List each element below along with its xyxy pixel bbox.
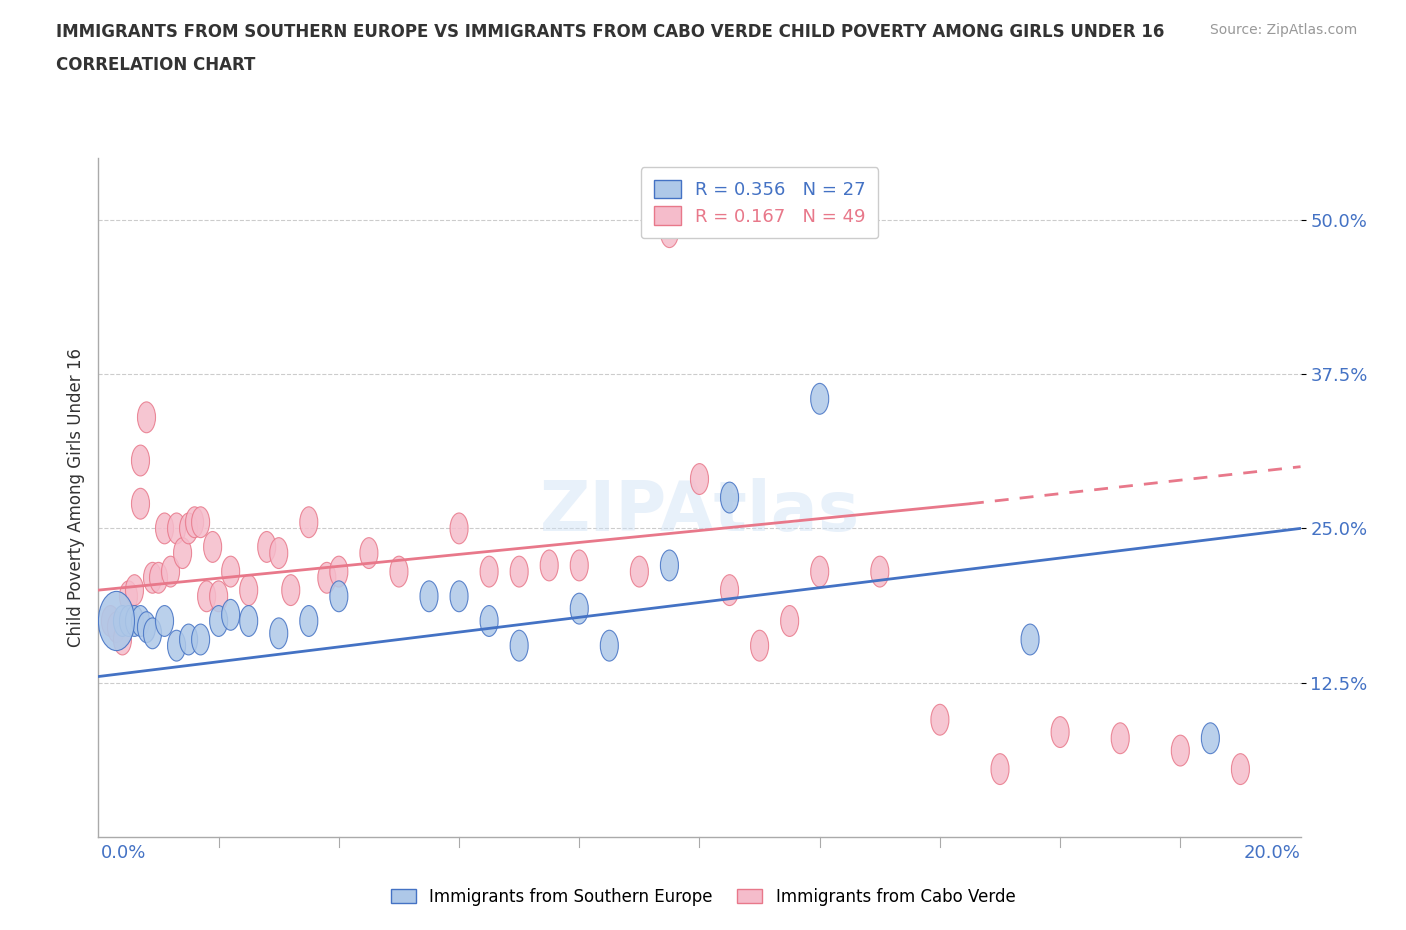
Ellipse shape [751,631,769,661]
Ellipse shape [156,605,173,636]
Ellipse shape [720,575,738,605]
Ellipse shape [222,600,239,631]
Ellipse shape [360,538,378,568]
Ellipse shape [450,513,468,544]
Ellipse shape [239,605,257,636]
Ellipse shape [1201,723,1219,753]
Ellipse shape [690,464,709,495]
Ellipse shape [107,612,125,643]
Ellipse shape [191,624,209,655]
Legend: Immigrants from Southern Europe, Immigrants from Cabo Verde: Immigrants from Southern Europe, Immigra… [384,881,1022,912]
Ellipse shape [720,482,738,513]
Ellipse shape [299,507,318,538]
Ellipse shape [239,575,257,605]
Ellipse shape [931,704,949,735]
Legend: R = 0.356   N = 27, R = 0.167   N = 49: R = 0.356 N = 27, R = 0.167 N = 49 [641,167,879,238]
Ellipse shape [1111,723,1129,753]
Ellipse shape [257,532,276,563]
Ellipse shape [270,618,288,649]
Ellipse shape [1232,753,1250,785]
Ellipse shape [132,488,149,519]
Ellipse shape [222,556,239,587]
Ellipse shape [132,445,149,476]
Ellipse shape [510,631,529,661]
Ellipse shape [630,556,648,587]
Ellipse shape [330,556,347,587]
Ellipse shape [120,581,138,612]
Ellipse shape [125,575,143,605]
Text: CORRELATION CHART: CORRELATION CHART [56,56,256,73]
Ellipse shape [991,753,1010,785]
Ellipse shape [661,217,679,247]
Ellipse shape [180,513,198,544]
Ellipse shape [479,556,498,587]
Ellipse shape [571,550,588,581]
Ellipse shape [479,605,498,636]
Ellipse shape [132,605,149,636]
Ellipse shape [270,538,288,568]
Ellipse shape [173,538,191,568]
Ellipse shape [143,563,162,593]
Text: ZIPAtlas: ZIPAtlas [540,478,859,545]
Ellipse shape [198,581,215,612]
Ellipse shape [209,581,228,612]
Text: 0.0%: 0.0% [101,844,146,862]
Ellipse shape [510,556,529,587]
Ellipse shape [870,556,889,587]
Ellipse shape [149,563,167,593]
Text: Source: ZipAtlas.com: Source: ZipAtlas.com [1209,23,1357,37]
Ellipse shape [191,507,209,538]
Ellipse shape [780,605,799,636]
Ellipse shape [209,605,228,636]
Ellipse shape [204,532,222,563]
Ellipse shape [167,631,186,661]
Ellipse shape [143,618,162,649]
Ellipse shape [811,383,828,414]
Ellipse shape [114,605,132,636]
Ellipse shape [811,556,828,587]
Y-axis label: Child Poverty Among Girls Under 16: Child Poverty Among Girls Under 16 [66,348,84,647]
Ellipse shape [162,556,180,587]
Ellipse shape [138,402,156,432]
Text: 20.0%: 20.0% [1244,844,1301,862]
Ellipse shape [101,605,120,636]
Ellipse shape [1052,717,1069,748]
Ellipse shape [281,575,299,605]
Ellipse shape [138,612,156,643]
Ellipse shape [1171,735,1189,766]
Ellipse shape [661,550,679,581]
Ellipse shape [114,624,132,655]
Text: IMMIGRANTS FROM SOUTHERN EUROPE VS IMMIGRANTS FROM CABO VERDE CHILD POVERTY AMON: IMMIGRANTS FROM SOUTHERN EUROPE VS IMMIG… [56,23,1164,41]
Ellipse shape [318,563,336,593]
Ellipse shape [98,591,135,651]
Ellipse shape [1021,624,1039,655]
Ellipse shape [389,556,408,587]
Ellipse shape [330,581,347,612]
Ellipse shape [600,631,619,661]
Ellipse shape [167,513,186,544]
Ellipse shape [180,624,198,655]
Ellipse shape [120,605,138,636]
Ellipse shape [125,605,143,636]
Ellipse shape [186,507,204,538]
Ellipse shape [571,593,588,624]
Ellipse shape [540,550,558,581]
Ellipse shape [420,581,439,612]
Ellipse shape [156,513,173,544]
Ellipse shape [450,581,468,612]
Ellipse shape [299,605,318,636]
